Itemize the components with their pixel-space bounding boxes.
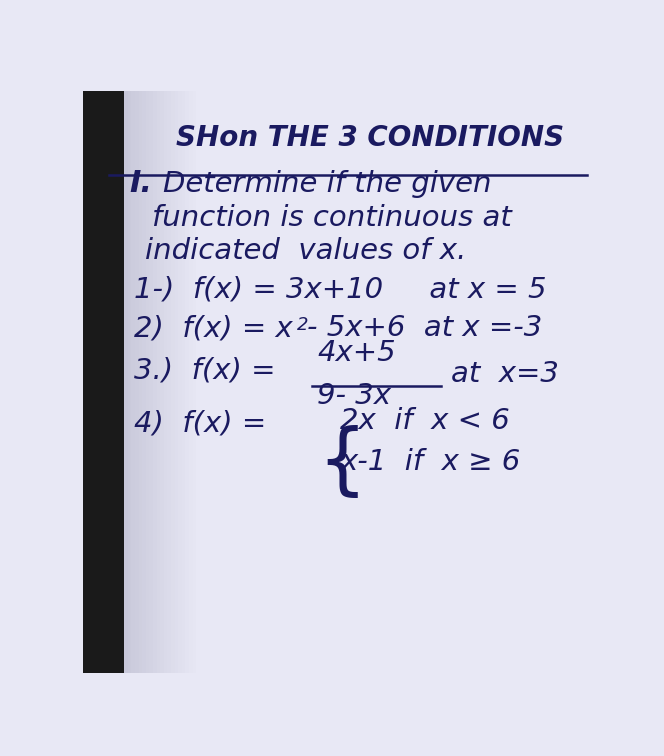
FancyBboxPatch shape: [149, 91, 153, 673]
FancyBboxPatch shape: [83, 91, 598, 673]
FancyBboxPatch shape: [157, 91, 160, 673]
Text: 4x+5: 4x+5: [317, 339, 396, 367]
FancyBboxPatch shape: [127, 91, 131, 673]
FancyBboxPatch shape: [142, 91, 146, 673]
Text: 2)  f(x) = x: 2) f(x) = x: [134, 314, 293, 342]
Text: function is continuous at: function is continuous at: [153, 203, 512, 231]
FancyBboxPatch shape: [124, 91, 127, 673]
FancyBboxPatch shape: [146, 91, 149, 673]
Text: 2: 2: [297, 316, 308, 334]
FancyBboxPatch shape: [139, 91, 142, 673]
Text: 9- 3x: 9- 3x: [317, 382, 391, 410]
FancyBboxPatch shape: [171, 91, 175, 673]
Text: {: {: [317, 426, 367, 501]
Text: at  x=3: at x=3: [451, 360, 559, 388]
FancyBboxPatch shape: [164, 91, 167, 673]
Text: SHon THE 3 CONDITIONS: SHon THE 3 CONDITIONS: [175, 124, 564, 152]
FancyBboxPatch shape: [131, 91, 135, 673]
FancyBboxPatch shape: [135, 91, 139, 673]
Text: x-1  if  x ≥ 6: x-1 if x ≥ 6: [341, 448, 521, 476]
FancyBboxPatch shape: [160, 91, 164, 673]
Text: 4)  f(x) =: 4) f(x) =: [134, 409, 267, 437]
Text: indicated  values of x.: indicated values of x.: [145, 237, 466, 265]
Text: - 5x+6  at x =-3: - 5x+6 at x =-3: [307, 314, 542, 342]
Text: 1-)  f(x) = 3x+10     at x = 5: 1-) f(x) = 3x+10 at x = 5: [134, 275, 547, 303]
FancyBboxPatch shape: [167, 91, 171, 673]
FancyBboxPatch shape: [83, 91, 124, 673]
Text: I.: I.: [129, 169, 152, 198]
FancyBboxPatch shape: [175, 91, 178, 673]
FancyBboxPatch shape: [153, 91, 157, 673]
FancyBboxPatch shape: [178, 91, 182, 673]
Text: Determine if the given: Determine if the given: [163, 170, 491, 198]
Text: 3.)  f(x) =: 3.) f(x) =: [134, 357, 276, 385]
Text: 2x  if  x < 6: 2x if x < 6: [341, 407, 510, 435]
